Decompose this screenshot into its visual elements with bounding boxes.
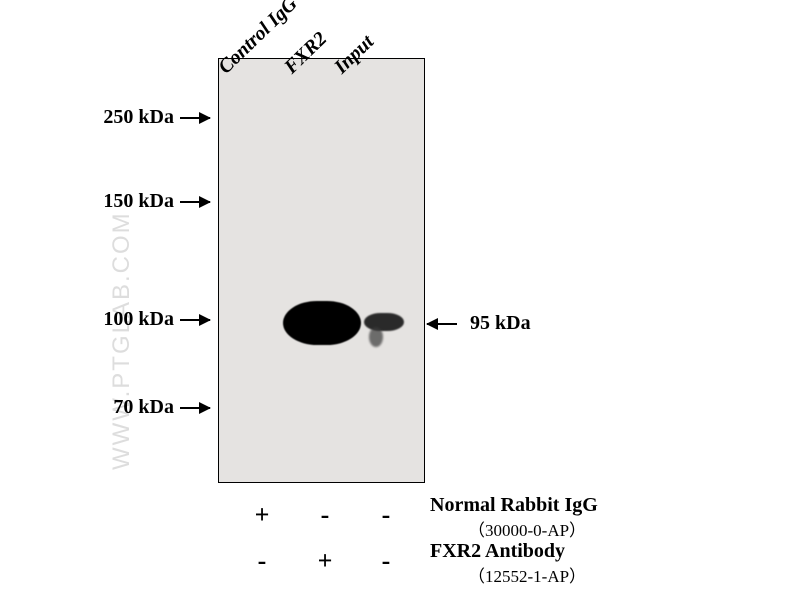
pm-r1-c1: + [305, 546, 345, 576]
pm-r1-c0: - [242, 546, 282, 576]
detected-arrow [427, 323, 457, 325]
pm-r0-c2: - [366, 500, 406, 530]
mw-arrow-70 [180, 407, 210, 409]
pm-r0-c0: + [242, 500, 282, 530]
ab-cat-fxr2: （12552-1-AP） [468, 562, 586, 587]
mw-arrow-150 [180, 201, 210, 203]
detected-label: 95 kDa [470, 312, 531, 335]
ab-cat-normal-igg: （30000-0-AP） [468, 516, 586, 541]
ab-label-fxr2: FXR2 Antibody [430, 540, 565, 563]
ab-label-normal-igg: Normal Rabbit IgG [430, 494, 598, 517]
figure-root: WWW.PTGLAB.COM Control IgG FXR2 Input 25… [0, 0, 800, 600]
pm-r0-c1: - [305, 500, 345, 530]
pm-r1-c2: - [366, 546, 406, 576]
mw-label-150: 150 kDa [103, 190, 174, 213]
band-fxr2-lane [283, 301, 361, 345]
watermark-text: WWW.PTGLAB.COM [108, 211, 136, 470]
mw-arrow-100 [180, 319, 210, 321]
band-input-lane [364, 313, 404, 331]
band-input-tail [369, 327, 383, 347]
mw-label-100: 100 kDa [103, 308, 174, 331]
mw-label-70: 70 kDa [113, 396, 174, 419]
mw-label-250: 250 kDa [103, 106, 174, 129]
blot-membrane [218, 58, 425, 483]
mw-arrow-250 [180, 117, 210, 119]
